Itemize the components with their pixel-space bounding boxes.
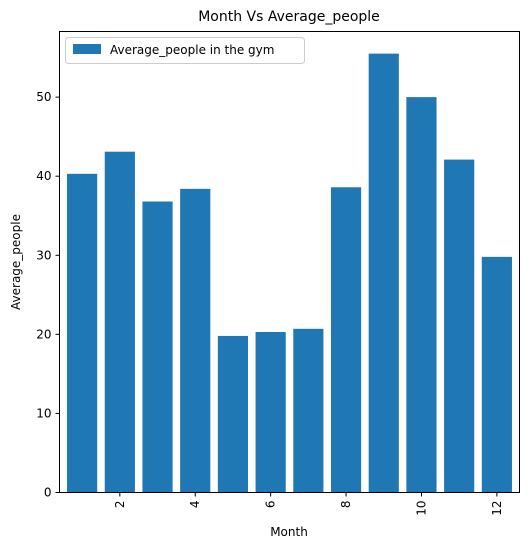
legend-swatch [73,44,101,54]
x-axis-title: Month [270,525,308,539]
y-axis: 0 10 20 30 40 50 [36,90,60,500]
plot-frame [59,31,520,493]
y-tick-label: 30 [36,248,51,262]
x-tick-label: 2 [113,501,127,509]
bar-month-7 [293,328,324,493]
x-tick-label: 12 [490,501,504,516]
x-tick-label: 4 [188,501,202,509]
bar-month-3 [142,201,173,493]
bar-month-11 [444,159,475,493]
bar-month-5 [217,335,249,493]
y-tick-label: 50 [36,90,51,104]
bar-month-10 [406,97,437,493]
bar-month-6 [255,331,286,493]
y-tick-label: 10 [36,406,51,420]
x-axis: 2 4 6 8 10 12 [113,492,504,516]
bar-month-2 [104,151,135,493]
bar-month-12 [481,256,512,493]
chart-title: Month Vs Average_people [198,9,380,25]
x-tick-label: 8 [339,501,353,509]
bar-month-4 [180,188,211,493]
bar-month-9 [368,53,399,493]
bars-layer [67,53,512,493]
bar-month-8 [330,187,362,493]
x-tick-label: 6 [264,501,278,509]
y-tick-label: 20 [36,327,51,341]
legend-label: Average_people in the gym [110,43,274,57]
y-tick-label: 0 [44,486,52,500]
y-tick-label: 40 [36,169,51,183]
legend-frame [65,37,305,64]
y-axis-title: Average_people [9,214,23,310]
bar-month-1 [67,173,98,493]
x-tick-label: 10 [414,501,428,516]
legend: Average_people in the gym [65,37,305,64]
